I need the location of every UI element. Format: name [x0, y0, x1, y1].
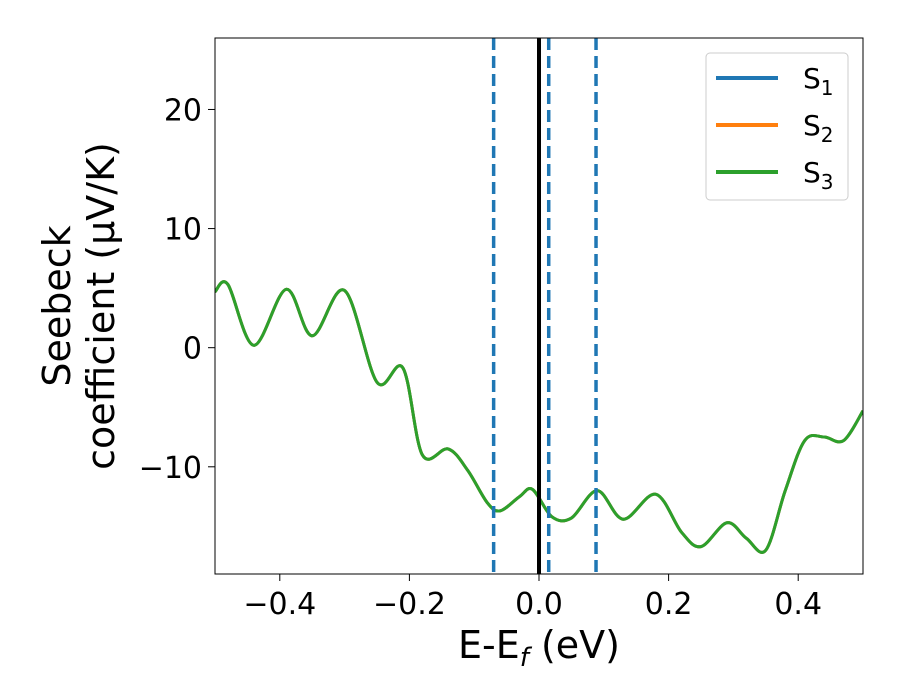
legend-label-main: S	[803, 109, 821, 142]
y-axis-label-line1: Seebeck	[35, 225, 79, 386]
legend-label-main: S	[803, 156, 821, 189]
x-axis-label-unit: (eV)	[529, 623, 620, 667]
y-tick-label: 20	[164, 93, 202, 128]
y-axis-label: Seebeck coefficient (μV/K)	[35, 142, 123, 470]
series-line-S3	[215, 280, 863, 554]
legend-label-sub: 3	[821, 170, 834, 194]
x-tick-label: −0.4	[243, 587, 316, 622]
legend-label-main: S	[803, 62, 821, 95]
x-axis-ticks: −0.4 −0.2 0.0 0.2 0.4	[243, 574, 822, 622]
x-tick-label: 0.2	[645, 587, 693, 622]
y-axis-label-line2: coefficient (μV/K)	[79, 142, 123, 470]
y-tick-label: 10	[164, 213, 202, 248]
x-tick-label: 0.4	[774, 587, 822, 622]
legend-label: S2	[803, 109, 834, 147]
vertical-lines	[491, 38, 598, 574]
y-axis-ticks: 20 10 0 −10	[139, 93, 215, 486]
plot-area	[215, 280, 863, 554]
y-tick-label: −10	[139, 451, 202, 486]
legend-label-sub: 1	[821, 76, 834, 100]
x-axis-label-main: E-E	[458, 623, 520, 667]
x-tick-label: −0.2	[373, 587, 446, 622]
legend-label: S3	[803, 156, 834, 194]
y-tick-label: 0	[183, 332, 202, 367]
legend-label: S1	[803, 62, 834, 100]
legend-label-sub: 2	[821, 123, 834, 147]
x-tick-label: 0.0	[515, 587, 563, 622]
x-axis-label: E-Ef (eV)	[458, 623, 620, 673]
